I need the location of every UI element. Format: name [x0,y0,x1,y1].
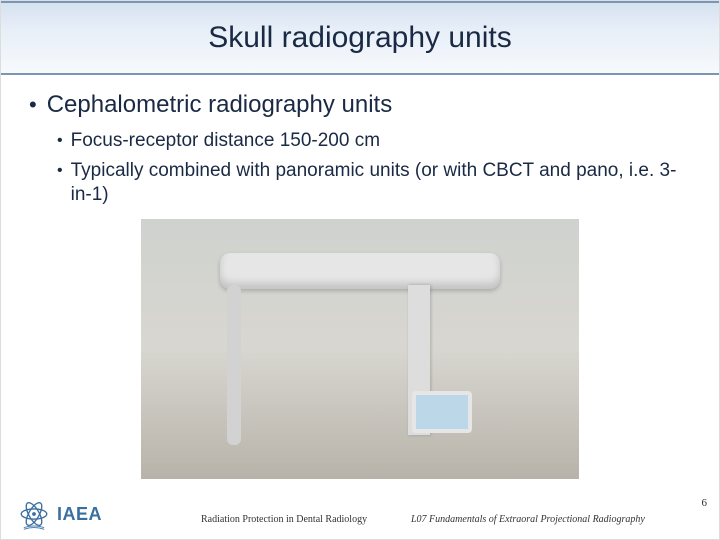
bullet-level2: • Focus-receptor distance 150-200 cm [57,129,691,153]
bullet-level1: • Cephalometric radiography units [29,91,691,119]
footer-text-left: Radiation Protection in Dental Radiology [201,514,367,525]
equipment-arm [220,253,500,289]
page-number: 6 [702,497,708,509]
org-name: IAEA [57,504,102,525]
bullet-text: Cephalometric radiography units [47,91,393,119]
slide-title: Skull radiography units [208,21,512,55]
org-logo: IAEA [17,497,102,531]
equipment-screen [412,391,472,433]
equipment-stand [227,285,241,445]
bullet-glyph: • [57,159,63,183]
equipment-photo [141,219,579,479]
atom-icon [17,497,51,531]
footer: IAEA Radiation Protection in Dental Radi… [1,493,719,539]
equipment-illustration [185,245,535,453]
content-area: • Cephalometric radiography units • Focu… [29,91,691,213]
bullet-glyph: • [57,129,63,153]
bullet-text: Focus-receptor distance 150-200 cm [71,129,380,153]
slide: Skull radiography units • Cephalometric … [0,0,720,540]
bullet-level2: • Typically combined with panoramic unit… [57,159,691,207]
title-band: Skull radiography units [1,1,719,75]
bullet-glyph: • [29,91,37,119]
footer-text-right: L07 Fundamentals of Extraoral Projection… [411,514,645,525]
bullet-text: Typically combined with panoramic units … [71,159,691,207]
